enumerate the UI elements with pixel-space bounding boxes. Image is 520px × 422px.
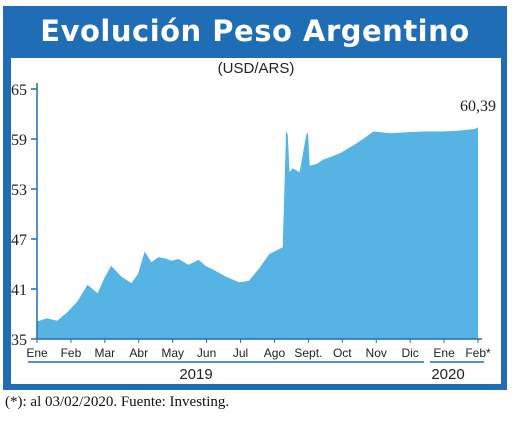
- y-tick-label-65: 65: [11, 82, 27, 99]
- year-label-2019: 2019: [179, 366, 212, 383]
- y-tick-label-47: 47: [11, 232, 27, 249]
- y-tick-label-35: 35: [11, 332, 27, 349]
- x-tick-label-3: Abr: [129, 346, 148, 360]
- footnote: (*): al 03/02/2020. Fuente: Investing.: [5, 394, 230, 410]
- y-tick-label-41: 41: [11, 282, 27, 299]
- x-tick-label-7: Ago: [264, 346, 286, 360]
- series-area: [37, 127, 478, 340]
- x-tick-label-13: Feb*: [465, 346, 491, 360]
- x-tick-label-8: Sept.: [294, 346, 322, 360]
- plot-area: 35 41 47 53 59 65 Ene Feb Mar Abr May Jun Jul Ago Sept…: [11, 82, 496, 383]
- x-tick-label-1: Feb: [61, 346, 82, 360]
- chart-subtitle: (USD/ARS): [217, 60, 295, 77]
- year-label-2020: 2020: [431, 366, 464, 383]
- x-tick-label-9: Oct: [333, 346, 352, 360]
- chart-title: Evolución Peso Argentino: [40, 14, 470, 48]
- y-tick-label-53: 53: [11, 182, 27, 199]
- x-tick-label-0: Ene: [26, 346, 48, 360]
- y-tick-label-59: 59: [11, 132, 27, 149]
- x-tick-label-11: Dic: [401, 346, 418, 360]
- x-tick-label-2: Mar: [95, 346, 116, 360]
- x-tick-label-5: Jun: [197, 346, 216, 360]
- x-tick-label-10: Nov: [366, 346, 387, 360]
- x-tick-label-12: Ene: [433, 346, 455, 360]
- x-tick-label-4: May: [161, 346, 184, 360]
- x-tick-label-6: Jul: [233, 346, 248, 360]
- last-value-label: 60,39: [460, 98, 496, 115]
